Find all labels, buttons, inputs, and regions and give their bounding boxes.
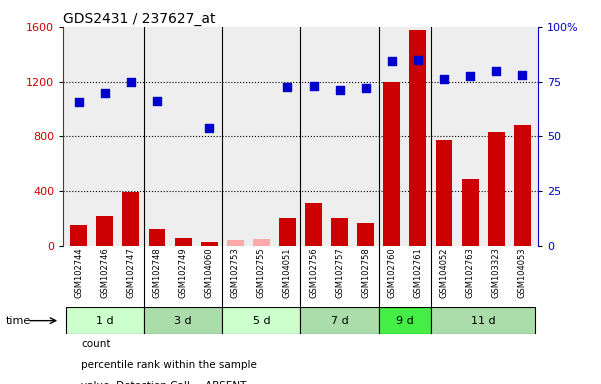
Text: count: count (81, 339, 111, 349)
Text: GSM102755: GSM102755 (257, 248, 266, 298)
Point (74, 99, 84, 105)
Text: GSM102758: GSM102758 (361, 248, 370, 298)
Bar (96, 216, 114, 246)
Text: 5 d: 5 d (252, 316, 270, 326)
Bar (175, 238, 192, 246)
Text: GSM102753: GSM102753 (231, 248, 240, 298)
Point (282, 84, 292, 90)
Text: GSM102761: GSM102761 (413, 248, 423, 298)
Text: percentile rank within the sample: percentile rank within the sample (81, 360, 257, 370)
Bar (487, 132, 505, 246)
Text: GSM102760: GSM102760 (387, 248, 396, 298)
Bar (123, 192, 139, 246)
Point (204, 125, 214, 131)
Text: 7 d: 7 d (331, 316, 349, 326)
Text: GSM102757: GSM102757 (335, 248, 344, 298)
Point (465, 73, 475, 79)
Point (100, 89, 109, 96)
Point (335, 87, 344, 93)
Text: GSM104051: GSM104051 (283, 248, 292, 298)
Bar (144, 307, 222, 334)
Text: GSM102749: GSM102749 (178, 248, 188, 298)
Bar (227, 240, 244, 246)
Text: GSM103323: GSM103323 (492, 248, 501, 298)
Text: GSM102744: GSM102744 (75, 248, 84, 298)
Point (439, 76, 449, 82)
Text: GSM104052: GSM104052 (439, 248, 448, 298)
Text: 1 d: 1 d (96, 316, 114, 326)
Text: time: time (6, 316, 31, 326)
Bar (383, 82, 400, 246)
Bar (436, 141, 453, 246)
Point (413, 56, 423, 63)
Text: 3 d: 3 d (174, 316, 192, 326)
Point (517, 72, 527, 78)
Text: GSM102756: GSM102756 (309, 248, 318, 298)
Bar (279, 218, 296, 246)
Bar (305, 204, 322, 246)
Point (152, 98, 162, 104)
Point (387, 58, 397, 64)
Bar (70, 225, 87, 246)
Text: GSM102748: GSM102748 (153, 248, 162, 298)
Bar (431, 307, 535, 334)
Bar (462, 179, 478, 246)
Bar (253, 239, 270, 246)
Text: GSM102747: GSM102747 (126, 248, 135, 298)
Text: 11 d: 11 d (471, 316, 495, 326)
Text: GSM104060: GSM104060 (205, 248, 214, 298)
Text: GSM102746: GSM102746 (100, 248, 109, 298)
Bar (66, 307, 144, 334)
Text: GDS2431 / 237627_at: GDS2431 / 237627_at (63, 12, 216, 25)
Text: 9 d: 9 d (396, 316, 413, 326)
Bar (300, 307, 379, 334)
Bar (331, 218, 348, 246)
Bar (201, 242, 218, 246)
Point (126, 79, 136, 85)
Bar (379, 307, 431, 334)
Text: GSM102763: GSM102763 (466, 248, 475, 298)
Point (361, 85, 371, 91)
Point (492, 68, 501, 74)
Point (309, 83, 319, 89)
Bar (222, 307, 300, 334)
Text: GSM104053: GSM104053 (517, 248, 526, 298)
Bar (514, 125, 531, 246)
Bar (148, 229, 165, 246)
Bar (409, 30, 426, 246)
Bar (357, 222, 374, 246)
Text: value, Detection Call = ABSENT: value, Detection Call = ABSENT (81, 381, 246, 384)
